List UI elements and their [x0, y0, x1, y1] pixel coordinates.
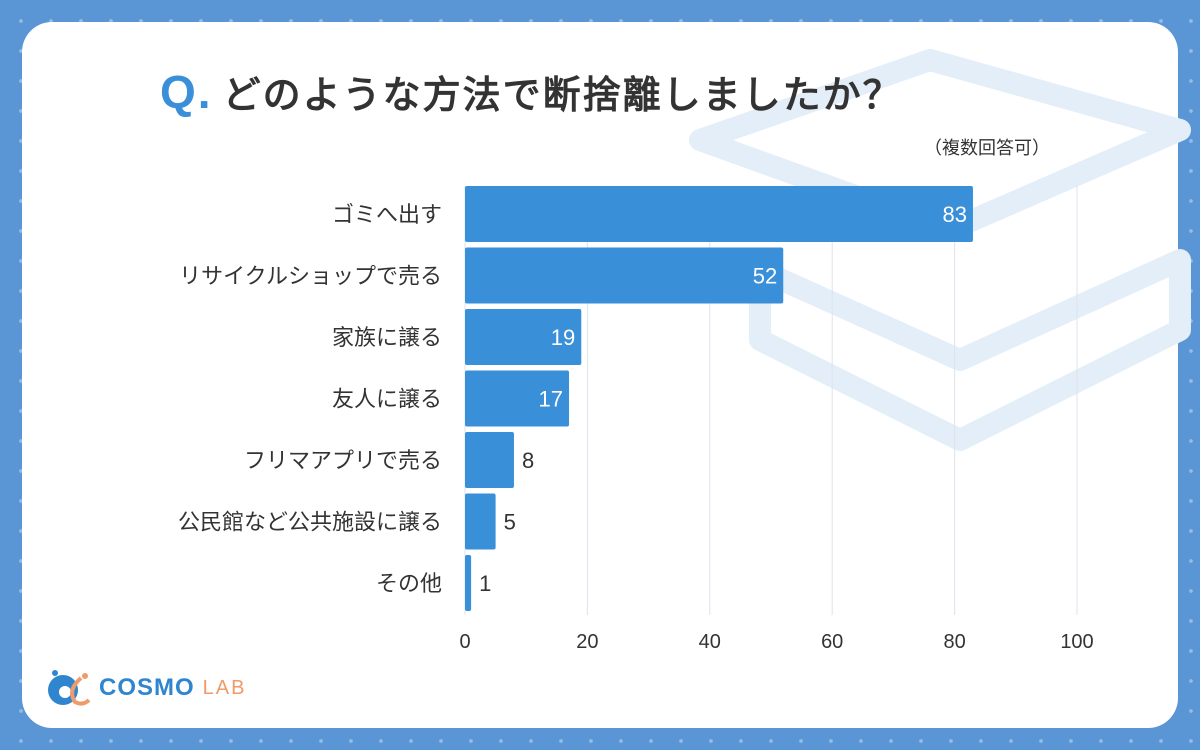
category-label: 家族に譲る [332, 326, 442, 351]
q-mark: Q. [160, 66, 213, 118]
x-tick-label: 100 [1060, 631, 1093, 653]
category-label: 友人に譲る [332, 388, 442, 413]
bar [465, 493, 496, 550]
bar [465, 432, 514, 488]
value-label: 5 [504, 510, 516, 535]
value-label: 52 [753, 264, 777, 289]
category-label: フリマアプリで売る [244, 449, 442, 474]
bar [465, 555, 472, 611]
bar [465, 247, 784, 304]
value-label: 19 [551, 325, 575, 350]
chart-title: Q. どのような方法で断捨離しましたか？ [160, 64, 903, 119]
x-tick-label: 60 [821, 631, 843, 653]
chart-note: （複数回答可） [924, 138, 1050, 159]
category-label: リサイクルショップで売る [179, 265, 442, 290]
value-label: 1 [479, 571, 491, 596]
bar [465, 370, 570, 427]
logo-main: COSMO [99, 674, 195, 701]
category-label: 公民館など公共施設に譲る [178, 511, 442, 536]
x-tick-label: 20 [576, 631, 598, 653]
title-text: どのような方法で断捨離しましたか？ [222, 73, 903, 117]
logo-sub: LAB [202, 676, 247, 699]
logo-icon [48, 670, 91, 706]
category-label: ゴミへ出す [332, 203, 442, 228]
x-tick-label: 80 [943, 631, 965, 653]
value-label: 17 [539, 387, 563, 412]
value-label: 83 [942, 202, 966, 227]
x-tick-label: 40 [699, 631, 721, 653]
cosmo-lab-logo: COSMO LAB [45, 668, 246, 708]
card [22, 22, 1178, 728]
category-label: その他 [376, 572, 442, 597]
x-tick-label: 0 [459, 631, 470, 653]
value-label: 8 [522, 448, 534, 473]
bar [465, 186, 973, 242]
bar [465, 309, 582, 365]
